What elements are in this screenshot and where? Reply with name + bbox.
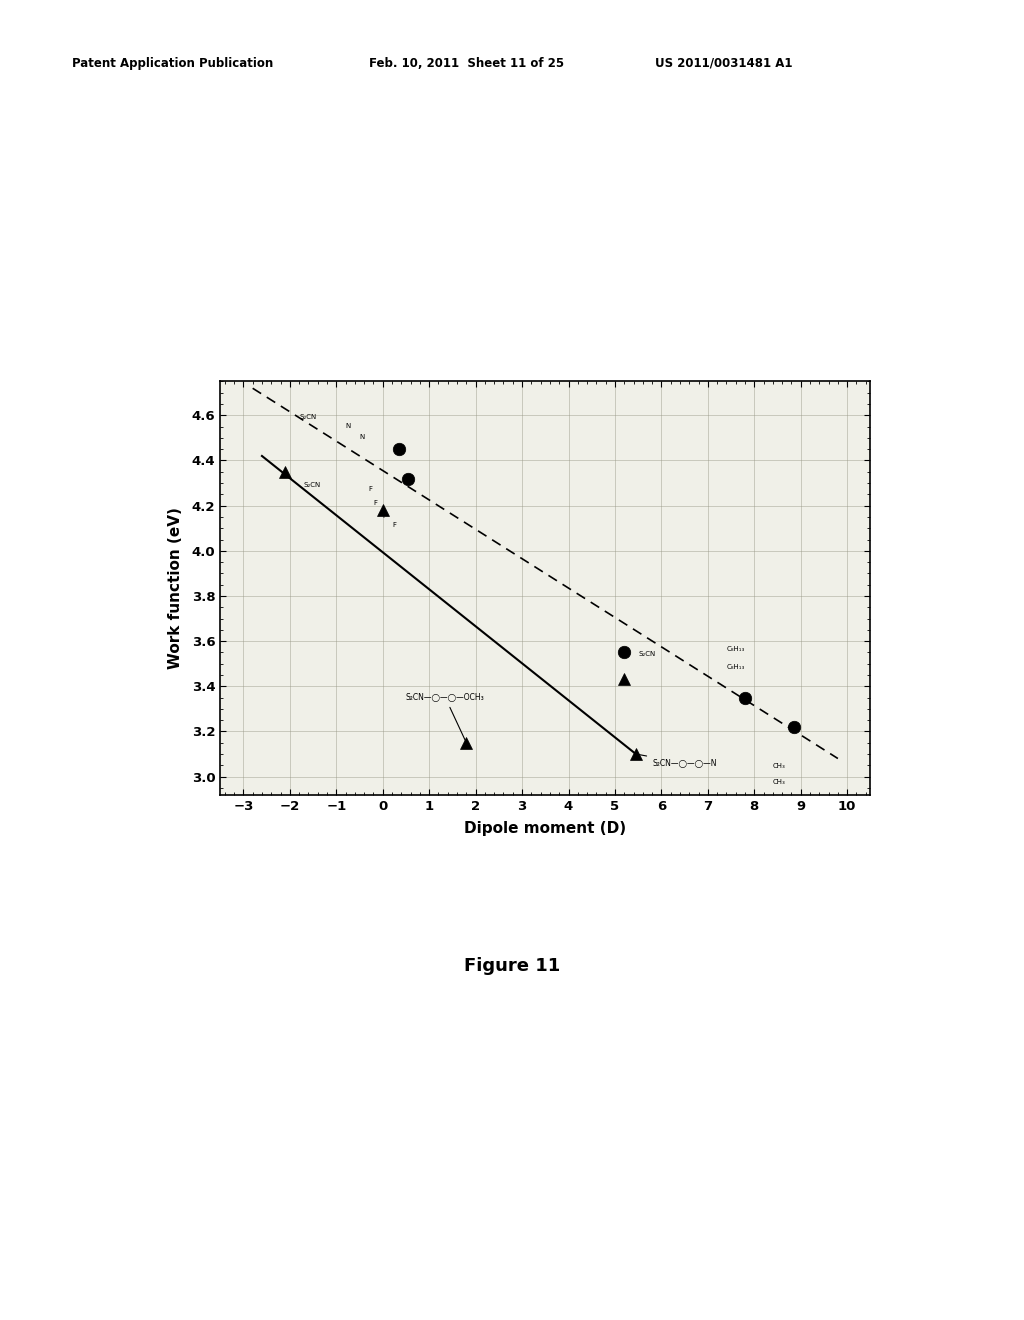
- Text: CH₃: CH₃: [773, 779, 785, 785]
- Y-axis label: Work function (eV): Work function (eV): [168, 507, 183, 669]
- Text: S₂CN—◯—◯—OCH₃: S₂CN—◯—◯—OCH₃: [406, 693, 484, 741]
- Text: CH₃: CH₃: [773, 763, 785, 770]
- Text: S₂CN—◯—◯—N: S₂CN—◯—◯—N: [639, 755, 717, 767]
- Text: Figure 11: Figure 11: [464, 957, 560, 975]
- Text: C₈H₁₃: C₈H₁₃: [726, 647, 744, 652]
- Text: C₈H₁₃: C₈H₁₃: [726, 664, 744, 671]
- X-axis label: Dipole moment (D): Dipole moment (D): [464, 821, 627, 836]
- Text: S₂CN: S₂CN: [638, 651, 655, 657]
- Text: F: F: [392, 523, 396, 528]
- Text: Feb. 10, 2011  Sheet 11 of 25: Feb. 10, 2011 Sheet 11 of 25: [369, 57, 564, 70]
- Text: F: F: [369, 486, 373, 492]
- Text: US 2011/0031481 A1: US 2011/0031481 A1: [655, 57, 793, 70]
- Text: N: N: [345, 422, 351, 429]
- Text: N: N: [359, 434, 365, 440]
- Text: S₂CN: S₂CN: [299, 414, 316, 420]
- Text: F: F: [383, 513, 387, 519]
- Text: F: F: [374, 500, 378, 506]
- Text: S₂CN: S₂CN: [304, 482, 321, 487]
- Text: Patent Application Publication: Patent Application Publication: [72, 57, 273, 70]
